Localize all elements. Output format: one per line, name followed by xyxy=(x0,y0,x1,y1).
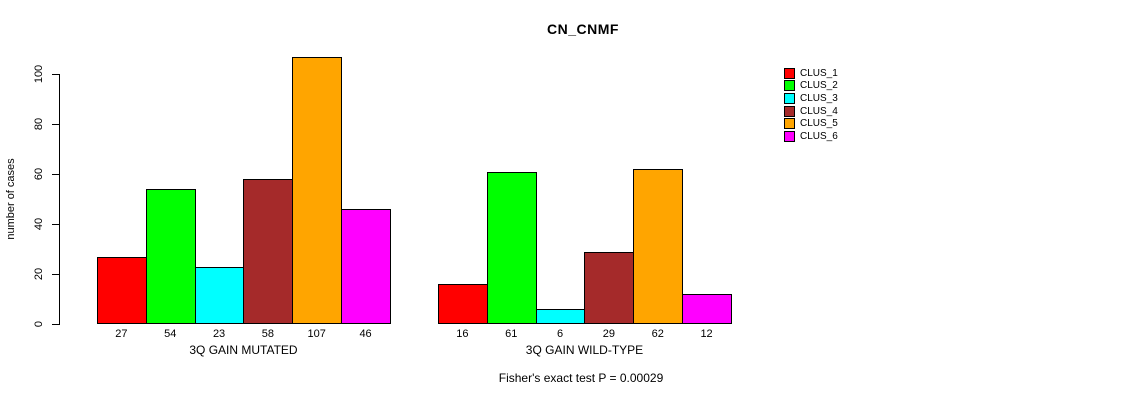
y-axis-tick xyxy=(52,224,60,225)
legend-label: CLUS_1 xyxy=(800,67,838,79)
y-axis-tick xyxy=(52,174,60,175)
legend-entry-clus_2: CLUS_2 xyxy=(784,80,838,92)
y-axis-tick-label: 100 xyxy=(33,64,45,84)
y-axis-tick xyxy=(52,74,60,75)
y-axis-tick-label: 60 xyxy=(33,167,45,181)
bar-clus_6-group2 xyxy=(682,294,732,324)
bar-value-label: 12 xyxy=(700,328,713,340)
bar-clus_3-group1 xyxy=(194,266,245,324)
legend-swatch-icon xyxy=(784,67,795,79)
legend-swatch-icon xyxy=(784,118,795,130)
legend-entry-clus_3: CLUS_3 xyxy=(784,92,838,104)
legend-entry-clus_6: CLUS_6 xyxy=(784,131,838,142)
y-axis-tick xyxy=(52,274,60,275)
group-label: 3Q GAIN WILD-TYPE xyxy=(525,343,644,357)
bar-clus_1-group2 xyxy=(438,284,488,324)
legend-swatch-icon xyxy=(784,80,795,92)
bar-value-label: 23 xyxy=(212,328,226,340)
bar-clus_1-group1 xyxy=(97,256,147,324)
bar-value-label: 46 xyxy=(359,328,372,340)
legend-swatch-icon xyxy=(784,131,795,142)
bar-value-label: 54 xyxy=(164,328,177,340)
legend-label: CLUS_2 xyxy=(800,80,838,92)
bar-clus_3-group2 xyxy=(535,309,586,324)
y-axis-tick-label: 40 xyxy=(33,217,45,231)
y-axis-tick xyxy=(52,124,60,125)
bar-value-label: 61 xyxy=(505,328,518,340)
y-axis-tick-label: 0 xyxy=(33,320,45,328)
group-label: 3Q GAIN MUTATED xyxy=(189,343,298,357)
bar-value-label: 107 xyxy=(307,328,326,340)
bar-value-label: 16 xyxy=(456,328,469,340)
legend-swatch-icon xyxy=(784,105,795,117)
y-axis-line xyxy=(59,74,60,325)
legend-entry-clus_1: CLUS_1 xyxy=(784,67,838,79)
bar-clus_2-group2 xyxy=(486,171,537,324)
bar-clus_5-group2 xyxy=(633,169,684,324)
y-axis-tick-label: 20 xyxy=(33,267,45,281)
bar-value-label: 29 xyxy=(602,328,616,340)
legend-entry-clus_5: CLUS_5 xyxy=(784,118,838,130)
bar-value-label: 27 xyxy=(115,328,128,340)
chart-title: CN_CNMF xyxy=(547,21,619,37)
bar-value-label: 6 xyxy=(557,328,564,340)
bar-clus_5-group1 xyxy=(292,56,343,324)
legend-entry-clus_4: CLUS_4 xyxy=(784,105,838,117)
legend-label: CLUS_5 xyxy=(800,118,838,130)
fisher-test-annotation: Fisher's exact test P = 0.00029 xyxy=(498,371,664,385)
bar-value-label: 62 xyxy=(651,328,664,340)
y-axis-tick xyxy=(52,324,60,325)
legend-swatch-icon xyxy=(784,92,795,104)
bar-clus_4-group2 xyxy=(584,251,635,324)
bar-clus_2-group1 xyxy=(145,189,196,324)
legend-label: CLUS_3 xyxy=(800,92,838,104)
legend-label: CLUS_6 xyxy=(800,131,838,142)
legend-label: CLUS_4 xyxy=(800,105,838,117)
bar-clus_6-group1 xyxy=(341,209,391,324)
y-axis-title: number of cases xyxy=(5,158,17,240)
y-axis-tick-label: 80 xyxy=(33,117,45,131)
bar-value-label: 58 xyxy=(261,328,275,340)
bar-clus_4-group1 xyxy=(243,179,294,324)
